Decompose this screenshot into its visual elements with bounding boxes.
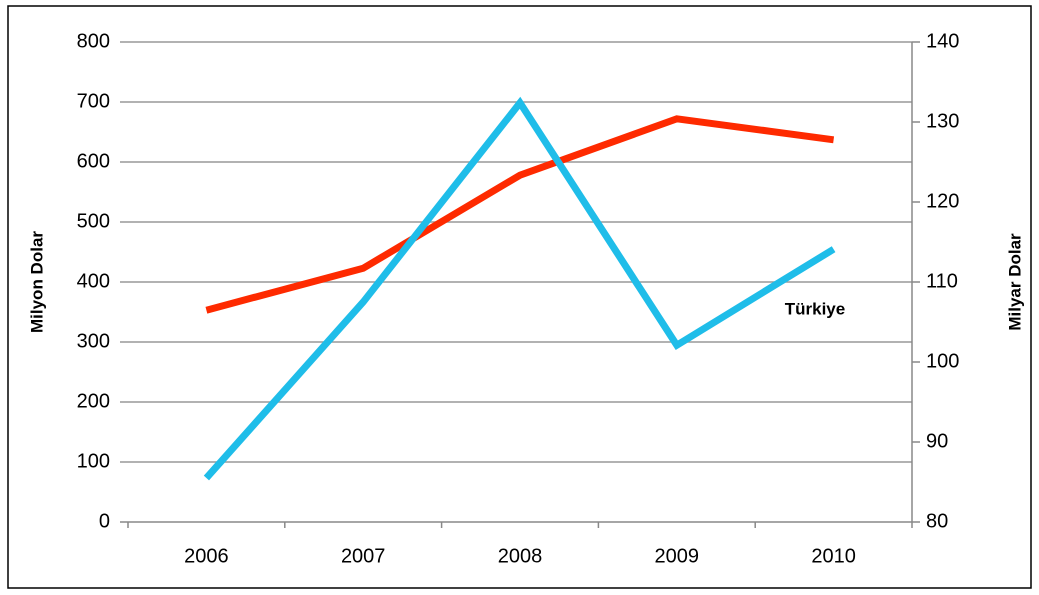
y-axis-title: Milyon Dolar (27, 231, 46, 333)
y-tick-label: 800 (77, 30, 110, 52)
series-line (203, 96, 836, 481)
x-tick-label: 2007 (341, 545, 386, 567)
x-tick-label: 2009 (655, 545, 700, 567)
x-tick-label: 2008 (498, 545, 543, 567)
x-tick-label: 2006 (184, 545, 229, 567)
y2-tick-label: 80 (926, 510, 948, 532)
series-line (205, 115, 835, 314)
y2-tick-label: 90 (926, 430, 948, 452)
y2-tick-label: 120 (926, 190, 959, 212)
y2-tick-label: 140 (926, 30, 959, 52)
series-label: Türkiye (785, 299, 845, 318)
y-tick-label: 700 (77, 90, 110, 112)
y2-axis-title: Milyar Dolar (1005, 233, 1024, 331)
x-tick-label: 2010 (811, 545, 856, 567)
y-tick-label: 400 (77, 270, 110, 292)
y-tick-label: 500 (77, 210, 110, 232)
y-tick-label: 300 (77, 330, 110, 352)
y2-tick-label: 110 (926, 270, 958, 292)
y2-tick-label: 100 (926, 350, 959, 372)
y-tick-label: 0 (99, 510, 110, 532)
chart-frame (7, 5, 1032, 589)
y-tick-label: 100 (77, 450, 110, 472)
y2-tick-label: 130 (926, 110, 959, 132)
y-tick-label: 200 (77, 390, 110, 412)
y-tick-label: 600 (77, 150, 110, 172)
